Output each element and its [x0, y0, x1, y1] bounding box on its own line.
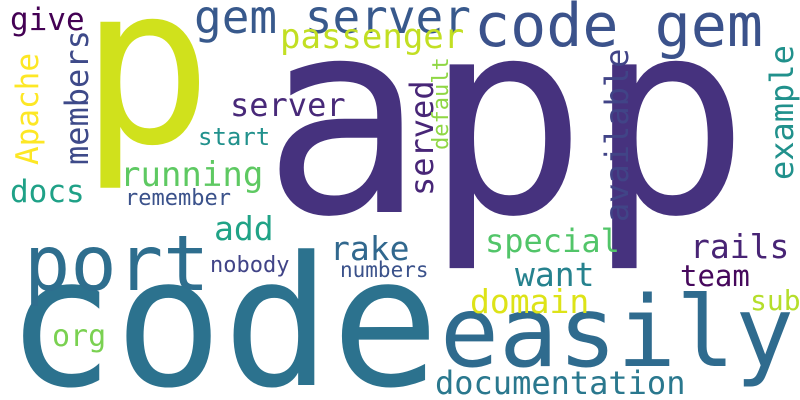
word: running — [120, 155, 263, 195]
word: passenger — [280, 17, 464, 57]
word: nobody — [210, 253, 289, 278]
word: special — [485, 222, 620, 260]
word: Apache — [10, 53, 46, 165]
word: example — [763, 45, 800, 180]
word: docs — [10, 174, 85, 210]
word: give — [10, 2, 85, 38]
word: code — [6, 219, 439, 400]
word: server — [230, 86, 346, 124]
word: sub — [750, 284, 800, 317]
word: team — [680, 259, 750, 293]
word: org — [52, 319, 106, 354]
word: available — [598, 49, 636, 222]
word: app — [262, 0, 750, 276]
word: served — [403, 80, 441, 196]
word: members — [58, 30, 96, 165]
word: rake — [330, 229, 409, 268]
word: documentation — [435, 364, 685, 400]
word: gem server — [194, 0, 471, 44]
word: numbers — [340, 258, 429, 282]
word: start — [198, 123, 270, 151]
word: want — [515, 255, 594, 294]
word: domain — [470, 282, 589, 321]
word: rails — [690, 227, 789, 266]
word: p — [80, 0, 212, 194]
word: code gem — [474, 0, 763, 61]
word: easily — [440, 276, 794, 390]
word: remember — [125, 186, 231, 211]
word: add — [214, 209, 274, 248]
word: port — [24, 220, 209, 309]
word: default — [429, 57, 454, 150]
